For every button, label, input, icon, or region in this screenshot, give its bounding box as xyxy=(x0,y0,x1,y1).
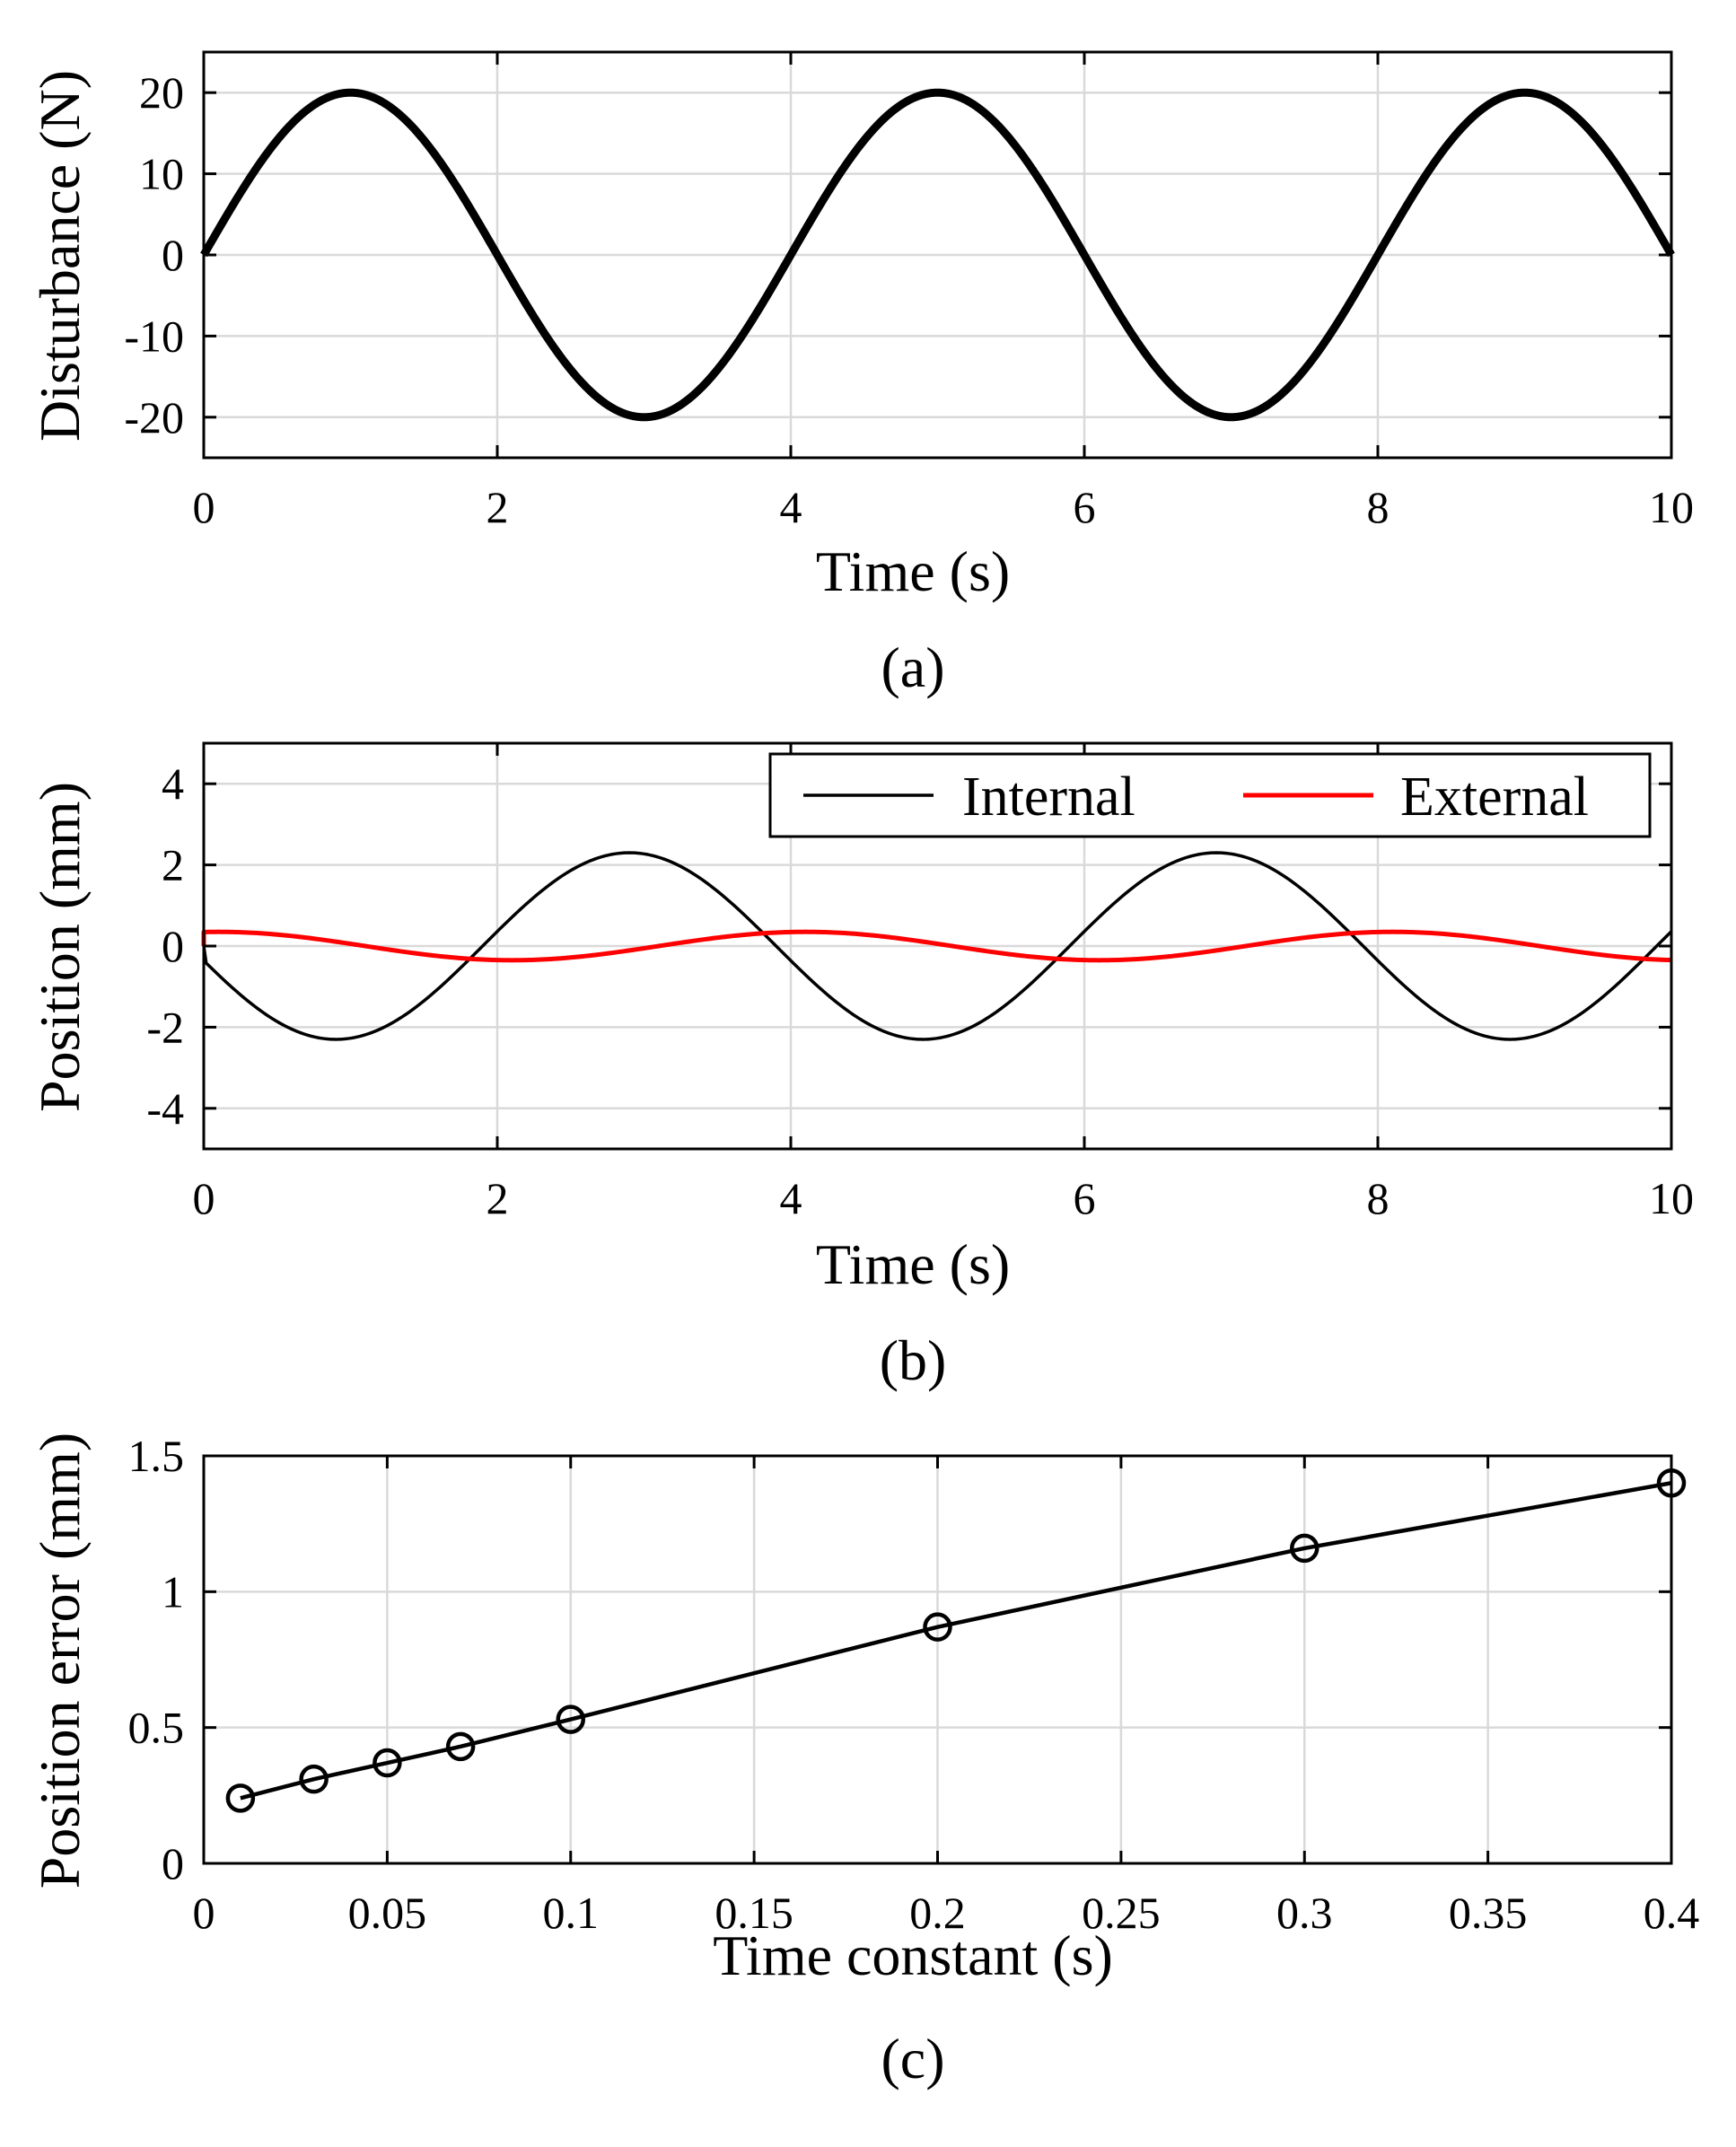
x-tick-label: 0 xyxy=(193,1173,215,1223)
data-point-marker xyxy=(556,1704,585,1734)
data-point-marker xyxy=(299,1764,329,1794)
chart-b-legend: Internal External xyxy=(768,752,1652,838)
x-tick-label: 0.25 xyxy=(1082,1888,1161,1938)
x-tick-label: 0.35 xyxy=(1449,1888,1528,1938)
y-tick-label: -10 xyxy=(124,311,184,361)
x-tick-label: 2 xyxy=(487,482,509,532)
chart-a-ylabel: Disturbance (N) xyxy=(28,70,92,442)
y-tick-label: 1.5 xyxy=(128,1431,185,1481)
y-tick-label: -2 xyxy=(146,1002,184,1052)
x-tick-label: 8 xyxy=(1367,1173,1390,1223)
x-tick-label: 6 xyxy=(1074,482,1096,532)
x-tick-label: 10 xyxy=(1649,1173,1694,1223)
data-point-marker xyxy=(225,1783,256,1813)
x-tick-label: 0.2 xyxy=(909,1888,966,1938)
chart-a-panel-label: (a) xyxy=(881,635,944,699)
x-tick-label: 6 xyxy=(1074,1173,1096,1223)
x-tick-label: 4 xyxy=(780,482,802,532)
x-tick-label: 10 xyxy=(1649,482,1694,532)
y-tick-label: -20 xyxy=(124,392,184,443)
series-line-external xyxy=(201,929,1672,963)
chart-c-panel-label: (c) xyxy=(881,2027,944,2090)
chart-c-xlabel: Time constant (s) xyxy=(713,1924,1113,1987)
y-tick-label: 20 xyxy=(139,67,184,118)
x-tick-label: 0.3 xyxy=(1276,1888,1333,1938)
y-tick-label: 0.5 xyxy=(128,1703,185,1753)
y-tick-label: 1 xyxy=(162,1566,184,1617)
x-tick-label: 0.05 xyxy=(348,1888,427,1938)
y-tick-label: 0 xyxy=(162,921,184,971)
legend-label-external: External xyxy=(1400,767,1589,828)
data-point-marker xyxy=(923,1612,952,1642)
chart-b-ylabel: Position (mm) xyxy=(28,782,92,1112)
y-tick-label: 10 xyxy=(139,149,184,199)
y-tick-label: -4 xyxy=(146,1083,184,1134)
data-point-marker xyxy=(1290,1533,1320,1564)
x-tick-label: 8 xyxy=(1367,482,1390,532)
x-tick-label: 0.1 xyxy=(543,1888,600,1938)
data-point-marker xyxy=(373,1748,402,1778)
legend-label-internal: Internal xyxy=(962,767,1135,828)
y-tick-label: 0 xyxy=(162,230,184,280)
y-tick-label: 0 xyxy=(162,1838,184,1888)
x-tick-label: 0.4 xyxy=(1644,1888,1700,1938)
chart-c-ylabel: Position error (mm) xyxy=(28,1433,92,1888)
data-point-marker xyxy=(445,1731,476,1762)
x-tick-label: 0 xyxy=(193,1888,215,1938)
x-tick-label: 4 xyxy=(780,1173,802,1223)
series-line-internal xyxy=(202,851,1673,1041)
chart-a-xlabel: Time (s) xyxy=(816,539,1010,603)
position-error-chart: 0 0.05 0.1 0.15 0.2 0.25 0.3 0.35 0.4 0 0.5 1 1.5 xyxy=(128,1431,1700,1938)
x-tick-label: 0 xyxy=(193,482,215,532)
y-tick-label: 4 xyxy=(162,758,184,809)
series-line-disturbance xyxy=(200,88,1675,422)
x-tick-label: 2 xyxy=(487,1173,509,1223)
x-tick-label: 0.15 xyxy=(715,1888,793,1938)
chart-b-xlabel: Time (s) xyxy=(816,1232,1010,1296)
disturbance-chart: 0 2 4 6 8 10 -20 -10 0 10 20 xyxy=(124,50,1694,532)
chart-b-panel-label: (b) xyxy=(880,1328,947,1392)
y-tick-label: 2 xyxy=(162,840,184,890)
